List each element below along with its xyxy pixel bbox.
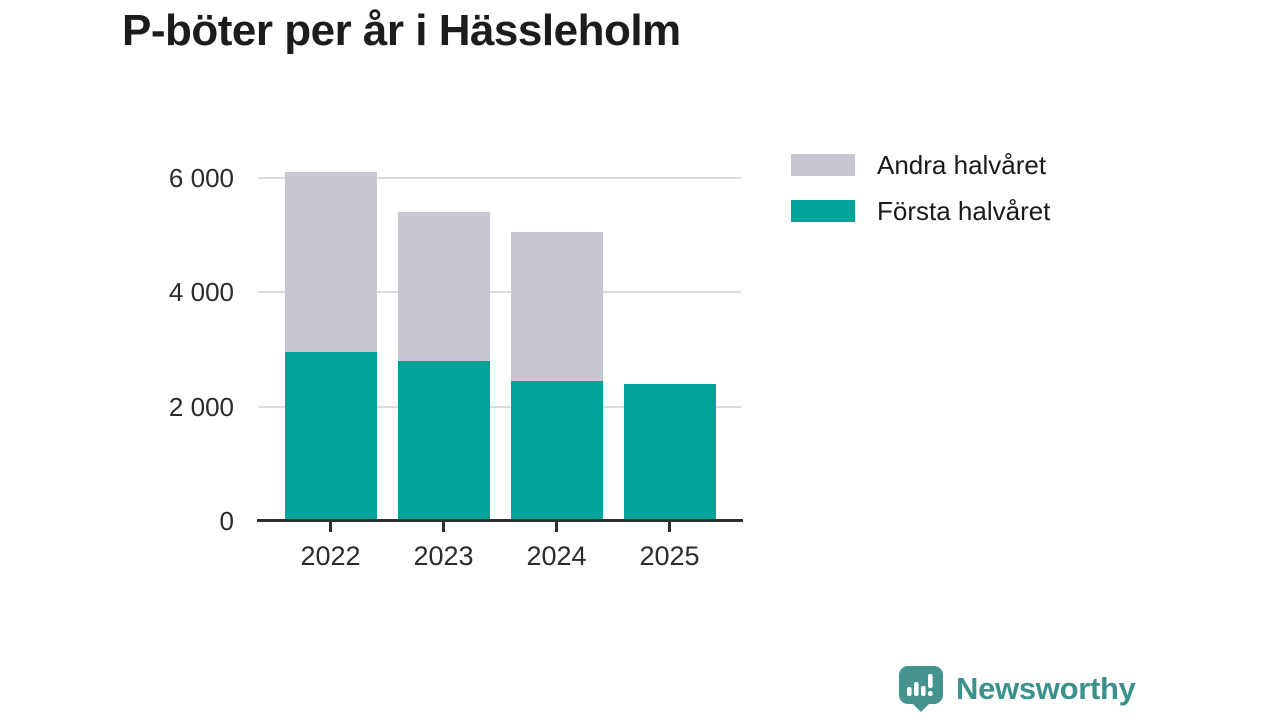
- bar-2024-andra-halvåret: [510, 232, 603, 381]
- chart-title: P-böter per år i Hässleholm: [122, 6, 681, 55]
- bar-2023-första-halvåret: [397, 360, 490, 521]
- ytick-label-2000: 2 000: [168, 391, 234, 422]
- xtick-2024: [555, 522, 558, 532]
- xaxis-label-2022: 2022: [300, 541, 361, 571]
- x-axis-line: [257, 519, 743, 522]
- bar-2022-andra-halvåret: [284, 172, 377, 353]
- legend-label: Första halvåret: [877, 195, 1051, 226]
- legend-label: Andra halvåret: [877, 149, 1047, 180]
- legend-item-andra-halvaret: Andra halvåret: [791, 150, 1050, 180]
- xtick-2022: [329, 522, 332, 532]
- ytick-label-4000: 4 000: [168, 277, 234, 308]
- brand-name: Newsworthy: [956, 671, 1136, 706]
- ytick-label-0: 0: [219, 506, 234, 536]
- bar-2024-första-halvåret: [510, 380, 603, 521]
- gridline-2000: [258, 405, 741, 408]
- ytick-label-6000: 6 000: [168, 163, 234, 193]
- legend: Andra halvåret Första halvåret: [791, 150, 1050, 242]
- bar-2022-första-halvåret: [284, 352, 377, 521]
- legend-swatch-forsta-halvaret-icon: [791, 200, 855, 222]
- xtick-2025: [668, 522, 671, 532]
- xaxis-label-2024: 2024: [526, 541, 587, 571]
- xaxis-label-2025: 2025: [639, 541, 700, 571]
- newsworthy-logo-icon: [899, 666, 943, 712]
- xaxis-label-2023: 2023: [413, 541, 474, 571]
- legend-item-forsta-halvaret: Första halvåret: [791, 196, 1050, 226]
- bar-2023-andra-halvåret: [397, 212, 490, 361]
- gridline-6000: [258, 177, 741, 179]
- brand-footer: Newsworthy: [899, 666, 1136, 712]
- xtick-2023: [442, 522, 445, 532]
- legend-swatch-andra-halvaret-icon: [791, 154, 855, 176]
- bar-2025-första-halvåret: [623, 383, 716, 521]
- gridline-4000: [258, 291, 741, 294]
